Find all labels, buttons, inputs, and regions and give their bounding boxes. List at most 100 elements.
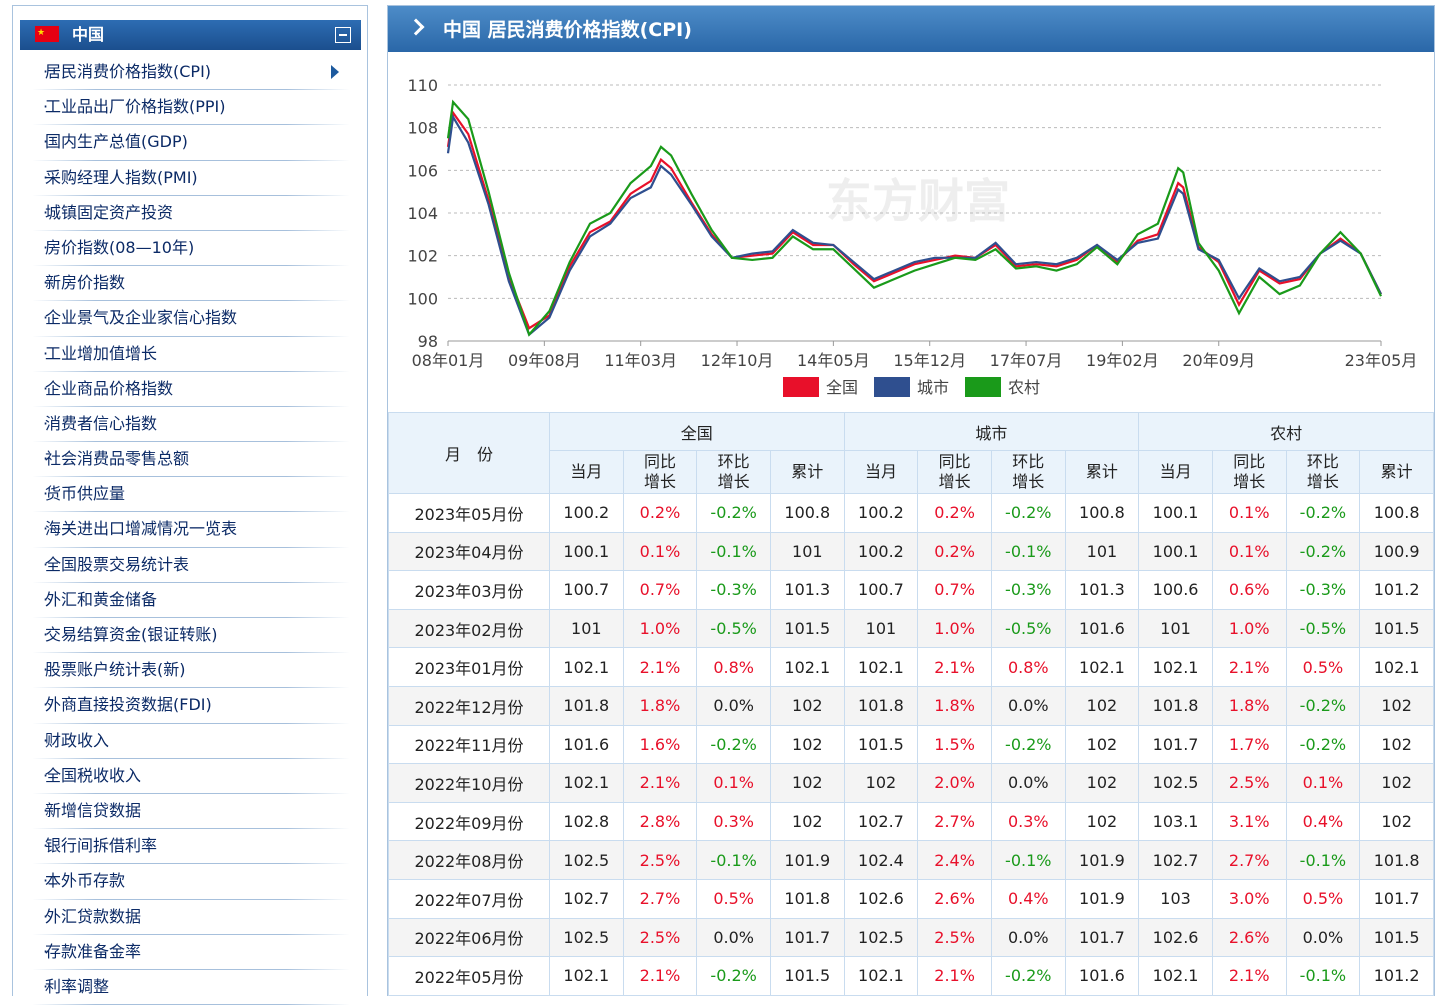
column-header-text: 同比增长 [1233, 452, 1266, 491]
month-cell: 2023年05月份 [388, 493, 550, 533]
menu-item[interactable]: 居民消费价格指数(CPI) [33, 55, 349, 91]
group-header: 农村 [1138, 412, 1434, 451]
menu-item[interactable]: 全国股票交易统计表 [33, 547, 349, 583]
cell: -0.2% [990, 956, 1066, 996]
table-row: 2022年08月份 102.5 2.5% -0.1% 101.9 102.4 2.4% -0.… [388, 840, 1434, 880]
menu-item[interactable]: 消费者信心指数 [33, 406, 349, 443]
cell: 0.0% [990, 917, 1066, 958]
legend-swatch [874, 377, 910, 397]
menu-item[interactable]: 外汇和黄金储备 [33, 582, 349, 618]
cell: 0.0% [1285, 917, 1361, 958]
month-cell: 2023年03月份 [388, 570, 550, 610]
menu-item[interactable]: 股票账户统计表(新) [33, 653, 349, 689]
menu-item[interactable]: 全国税收收入 [33, 758, 349, 794]
x-tick-label: 11年03月 [604, 351, 677, 370]
column-header-text: 当月 [1159, 462, 1192, 481]
cell: 102.1 [549, 956, 624, 996]
month-cell: 2023年04月份 [388, 531, 550, 572]
column-header: 当月 [549, 450, 624, 494]
menu-item[interactable]: 企业景气及企业家信心指数 [33, 301, 349, 337]
menu-item[interactable]: 存款准备金率 [33, 934, 349, 970]
header-row: 月 份全国 城市 农村 [388, 412, 1434, 494]
menu-item[interactable]: 工业增加值增长 [33, 336, 349, 372]
cell: 101.7 [1138, 724, 1213, 765]
cell: 102.1 [1138, 956, 1213, 996]
cell: -0.2% [990, 493, 1066, 533]
menu-item[interactable]: 国内生产总值(GDP) [33, 125, 349, 161]
menu-item[interactable]: 利率调整 [33, 969, 349, 1005]
menu-item[interactable]: 海关进出口增减情况一览表 [33, 512, 349, 548]
cell: 101.8 [549, 685, 624, 726]
cell: 102 [1359, 801, 1434, 842]
cell: 2.6% [1211, 917, 1287, 958]
cell: 2.1% [917, 647, 992, 687]
x-tick-label: 09年08月 [508, 351, 581, 370]
column-header-text: 同比增长 [643, 452, 676, 491]
table-row: 2022年05月份 102.1 2.1% -0.2% 101.5 102.1 2.1% -0.… [388, 956, 1434, 996]
month-cell: 2023年02月份 [388, 608, 550, 649]
menu-item[interactable]: 外商直接投资数据(FDI) [33, 688, 349, 724]
menu-item[interactable]: 新房价指数 [33, 266, 349, 302]
menu-item[interactable]: 房价指数(08—10年) [33, 230, 349, 267]
menu-item[interactable]: 城镇固定资产投资 [33, 195, 349, 231]
cell: 0.1% [696, 763, 771, 803]
menu-item[interactable]: 交易结算资金(银证转账) [33, 618, 349, 654]
x-tick-label: 12年10月 [701, 351, 774, 370]
cell: 100.1 [549, 531, 624, 572]
cell: 101.7 [769, 917, 845, 958]
cell: 100.7 [843, 570, 919, 610]
cell: 0.1% [1211, 531, 1287, 572]
cell: 2.1% [622, 956, 698, 996]
cell: 0.2% [917, 493, 992, 533]
menu-item[interactable]: 采购经理人指数(PMI) [33, 160, 349, 196]
cell: 102.7 [1138, 840, 1213, 880]
column-header: 环比增长 [990, 450, 1066, 494]
cell: 100.6 [1138, 570, 1213, 610]
menu-item[interactable]: 社会消费品零售总额 [33, 442, 349, 478]
cell: 0.8% [990, 647, 1066, 687]
cell: 101.9 [769, 840, 845, 880]
cell: 100.7 [549, 570, 624, 610]
cell: -0.5% [1285, 608, 1361, 649]
cell: 102.1 [549, 763, 624, 803]
cell: 0.5% [1285, 878, 1361, 919]
cell: 101.9 [1064, 878, 1140, 919]
cell: 0.3% [696, 801, 771, 842]
menu-item[interactable]: 财政收入 [33, 723, 349, 759]
cell: 102.4 [843, 840, 919, 880]
series-line [446, 113, 1382, 337]
x-tick-label: 23年05月 [1345, 351, 1418, 370]
cell: 0.6% [1211, 570, 1287, 610]
cell: -0.3% [1285, 570, 1361, 610]
menu-item[interactable]: 工业品出厂价格指数(PPI) [33, 90, 349, 126]
menu-item[interactable]: 本外币存款 [33, 864, 349, 900]
cell: 101.8 [769, 878, 845, 919]
collapse-button[interactable] [335, 27, 351, 43]
menu: 居民消费价格指数(CPI)工业品出厂价格指数(PPI)国内生产总值(GDP)采购… [33, 55, 349, 1005]
cell: 101.6 [1064, 956, 1140, 996]
cell: 102.6 [843, 878, 919, 919]
menu-item[interactable]: 企业商品价格指数 [33, 371, 349, 407]
group-header: 全国 [549, 412, 845, 451]
legend-swatch [965, 377, 1001, 397]
cell: 100.2 [549, 493, 624, 533]
cell: 0.8% [696, 647, 771, 687]
series-line [446, 99, 1382, 337]
menu-item[interactable]: 新增信贷数据 [33, 793, 349, 830]
cell: 101.5 [1359, 608, 1434, 649]
month-cell: 2023年01月份 [388, 647, 550, 687]
cell: -0.2% [696, 493, 771, 533]
column-header-text: 环比增长 [1306, 452, 1339, 491]
cell: 102.7 [549, 878, 624, 919]
menu-item[interactable]: 货币供应量 [33, 477, 349, 513]
menu-item[interactable]: 银行间拆借利率 [33, 829, 349, 865]
cell: 2.5% [622, 840, 698, 880]
cell: 101 [549, 608, 624, 649]
cell: 2.1% [1211, 647, 1287, 687]
menu-item[interactable]: 外汇贷款数据 [33, 899, 349, 935]
column-header: 同比增长 [622, 450, 698, 494]
month-cell: 2022年08月份 [388, 840, 550, 880]
column-header: 环比增长 [696, 450, 771, 494]
cell: 2.1% [1211, 956, 1287, 996]
cell: 0.7% [622, 570, 698, 610]
